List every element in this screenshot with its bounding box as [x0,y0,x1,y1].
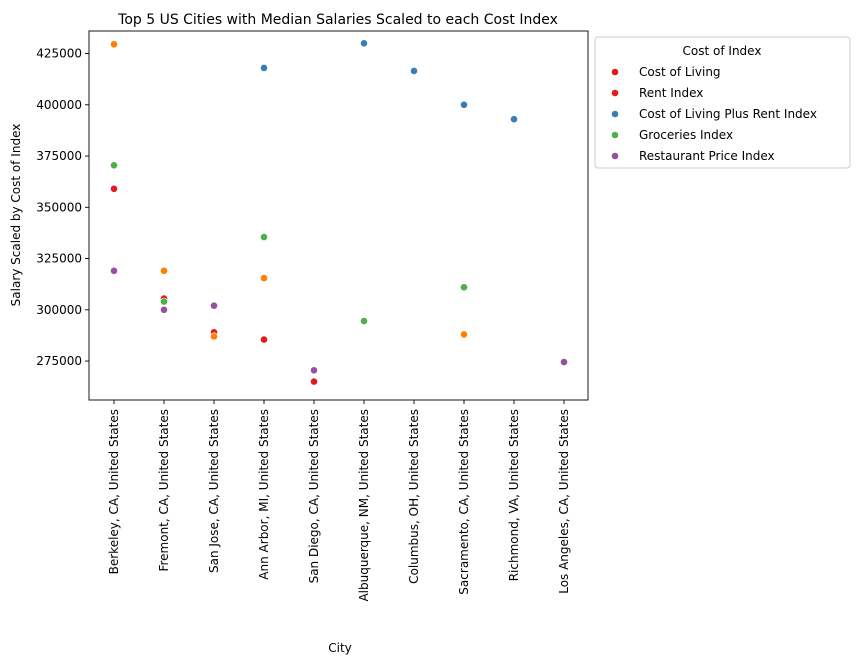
data-point [460,100,468,109]
x-tick-label: Fremont, CA, United States [157,409,171,572]
data-point [260,274,268,282]
data-point [110,184,118,193]
data-point [510,115,518,124]
legend-marker [611,110,619,118]
x-tick-label: San Jose, CA, United States [207,409,221,573]
data-point [110,40,118,49]
data-point [160,305,168,314]
x-tick-label: Sacramento, CA, United States [457,409,471,595]
data-point [360,317,368,325]
legend-label: Groceries Index [639,128,733,142]
data-point [560,358,568,366]
data-point [210,332,218,341]
legend-items: Cost of Living Rent Index Cost of Living P… [611,65,817,163]
x-tick-label: Albuquerque, NM, United States [357,409,371,602]
data-point [310,366,318,375]
legend-label: Cost of Living [639,65,721,79]
legend-label: Cost of Living Plus Rent Index [639,107,817,121]
data-point [260,335,268,344]
x-axis-label: City [328,641,352,655]
x-tick-label: San Diego, CA, United States [307,409,321,583]
x-axis-ticks: Berkeley, CA, United States Fremont, CA, … [107,400,571,602]
data-point [160,297,168,306]
data-point [110,266,118,275]
legend-marker [611,68,619,76]
legend-marker [611,152,619,160]
y-tick-label: 425000 [36,47,82,61]
x-tick-label: Columbus, OH, United States [407,409,421,584]
data-point [460,330,468,339]
x-tick-label: Berkeley, CA, United States [107,409,121,574]
plot-area [88,30,589,401]
y-tick-label: 375000 [36,149,82,163]
legend-box [594,36,851,169]
legend-title: Cost of Index [683,44,762,58]
data-point [260,233,268,241]
y-tick-label: 300000 [36,303,82,317]
y-tick-label: 350000 [36,200,82,214]
data-point [160,266,168,275]
data-point [110,161,118,170]
legend-marker [611,89,619,97]
y-tick-label: 325000 [36,252,82,266]
data-points [110,39,568,386]
y-tick-label: 400000 [36,98,82,112]
data-point [260,64,268,72]
data-point [360,39,368,48]
data-point [460,283,468,292]
data-point [310,377,318,386]
y-tick-label: 275000 [36,354,82,368]
x-tick-label: Richmond, VA, United States [507,409,521,581]
chart-title: Top 5 US Cities with Median Salaries Sca… [117,12,558,28]
y-axis-ticks: 275000 300000 325000 350000 375000 400000 4250… [36,47,89,368]
x-tick-label: Ann Arbor, MI, United States [257,409,271,580]
y-axis-label: Salary Scaled by Cost of Index [9,124,23,307]
data-point [410,67,418,75]
legend-label: Restaurant Price Index [639,149,775,163]
legend-label: Rent Index [639,86,703,100]
data-point [210,301,218,310]
legend-marker [611,131,619,139]
x-tick-label: Los Angeles, CA, United States [557,409,571,594]
